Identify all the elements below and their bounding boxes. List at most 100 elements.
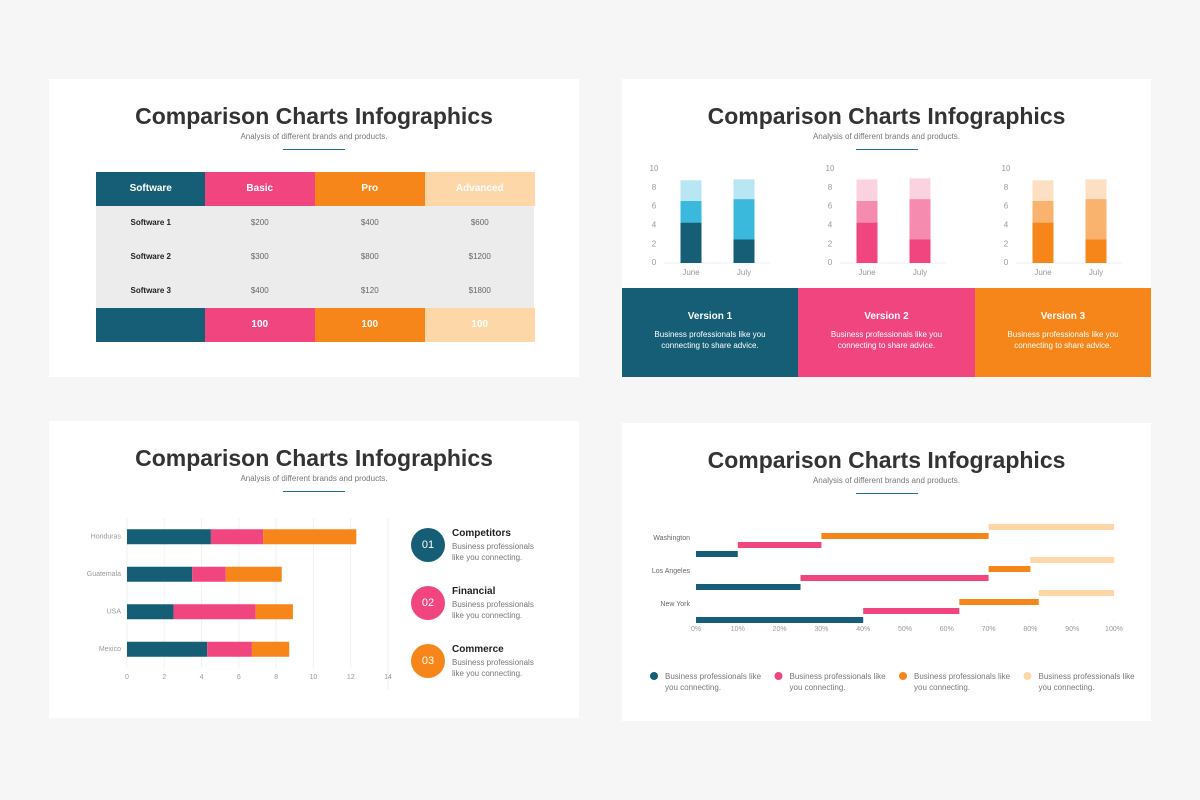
title-underline	[855, 493, 918, 494]
table-footer-cell: 100	[205, 308, 315, 342]
feature-title: Commerce	[452, 644, 504, 655]
bar-segment	[863, 608, 960, 614]
legend-marker	[1023, 672, 1032, 680]
bar-segment	[856, 179, 878, 201]
bar-segment	[127, 566, 193, 582]
bar-segment	[959, 599, 1039, 605]
slide	[622, 423, 1151, 721]
x-tick-label: 100%	[1105, 626, 1123, 633]
x-tick-label: 0	[125, 674, 129, 681]
bar-segment	[909, 239, 931, 263]
x-tick-label: 30%	[814, 626, 828, 633]
slide-title: Comparison Charts Infographics	[135, 103, 493, 129]
bar-segment	[1085, 239, 1107, 263]
y-tick-label: Los Angeles	[652, 568, 691, 575]
feature-number: 01	[421, 539, 435, 551]
version-title: Version 1	[687, 311, 733, 322]
bar-segment	[821, 533, 989, 539]
x-tick-label: July	[913, 268, 927, 277]
bar-segment	[225, 566, 282, 582]
y-tick-label: 2	[828, 239, 833, 248]
bar-segment	[733, 239, 755, 263]
y-tick-label: 0	[652, 258, 657, 267]
y-tick-label: New York	[660, 601, 690, 608]
x-tick-label: 12	[347, 674, 355, 681]
slide-subtitle: Analysis of different brands and product…	[240, 474, 388, 483]
y-tick-label: 0	[828, 258, 833, 267]
y-tick-label: Mexico	[99, 646, 121, 653]
table-cell: $600	[470, 218, 489, 227]
title-underline	[283, 149, 345, 150]
bar-segment	[127, 604, 174, 620]
x-tick-label: 10	[310, 674, 318, 681]
legend-marker	[650, 672, 658, 680]
version-box	[622, 288, 798, 377]
x-tick-label: 70%	[982, 626, 996, 633]
x-tick-label: 2	[162, 674, 166, 681]
version-box	[798, 288, 975, 377]
y-tick-label: 0	[1004, 258, 1009, 267]
y-tick-label: 8	[652, 183, 657, 192]
table-header-cell: Basic	[205, 172, 315, 206]
table-cell: $300	[250, 252, 269, 261]
bar-segment	[737, 542, 822, 548]
feature-text: Business professionals like you connecti…	[452, 658, 534, 678]
version-box	[975, 288, 1151, 377]
table-footer-cell: 100	[315, 308, 425, 342]
bar-segment	[1032, 180, 1054, 201]
y-tick-label: 10	[826, 164, 835, 173]
table-header-cell: Advanced	[425, 172, 535, 206]
table-cell: $120	[360, 286, 379, 295]
y-tick-label: 6	[828, 202, 833, 211]
legend-marker	[774, 672, 783, 680]
title-underline	[283, 491, 345, 492]
bar-segment	[856, 222, 878, 263]
y-tick-label: 4	[828, 221, 833, 230]
y-tick-label: 6	[652, 202, 657, 211]
table-cell: $400	[250, 286, 269, 295]
bar-segment	[909, 199, 931, 240]
bar-segment	[856, 200, 878, 223]
legend-label: Business professionals like you connecti…	[789, 672, 886, 692]
legend-label: Business professionals like you connecti…	[914, 672, 1011, 692]
y-tick-label: 8	[1004, 183, 1009, 192]
bar-segment	[210, 529, 264, 545]
feature-number: 03	[421, 655, 435, 667]
bar-segment	[800, 575, 989, 581]
table-cell: $400	[360, 218, 379, 227]
bar-segment	[1085, 199, 1107, 240]
y-tick-label: Honduras	[91, 534, 122, 541]
bar-segment	[1085, 179, 1107, 200]
feature-circle	[411, 528, 445, 562]
legend-label: Business professionals like you connecti…	[665, 672, 762, 692]
y-tick-label: 2	[1004, 239, 1009, 248]
x-tick-label: June	[858, 268, 876, 277]
legend-label: Business professionals like you connecti…	[1038, 672, 1135, 692]
feature-circle	[411, 586, 445, 620]
x-tick-label: June	[1034, 268, 1052, 277]
y-tick-label: 4	[652, 221, 657, 230]
x-tick-label: 8	[274, 674, 278, 681]
title-underline	[855, 149, 918, 150]
y-tick-label: 10	[650, 164, 659, 173]
table-header-cell: Pro	[315, 172, 425, 206]
x-tick-label: July	[737, 268, 751, 277]
table-cell: $800	[360, 252, 379, 261]
table-cell: $1800	[468, 286, 491, 295]
table-cell: $200	[250, 218, 269, 227]
slide-subtitle: Analysis of different brands and product…	[812, 132, 961, 141]
bar-segment	[733, 179, 755, 200]
x-tick-label: 50%	[898, 626, 912, 633]
feature-number: 02	[421, 597, 435, 609]
bar-segment	[696, 617, 864, 623]
feature-title: Competitors	[452, 528, 511, 539]
x-tick-label: 40%	[856, 626, 870, 633]
bar-segment	[251, 641, 290, 657]
feature-text: Business professionals like you connecti…	[452, 600, 534, 620]
bar-segment	[127, 529, 211, 545]
slide-title: Comparison Charts Infographics	[707, 103, 1066, 129]
y-tick-label: 8	[828, 183, 833, 192]
x-tick-label: 90%	[1065, 626, 1079, 633]
